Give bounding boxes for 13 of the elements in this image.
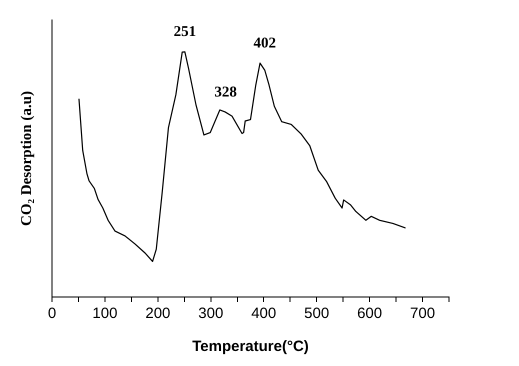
x-tick-label: 700 (410, 305, 436, 322)
x-axis-title: Temperature(°C) (192, 338, 309, 356)
x-tick-label: 400 (251, 305, 276, 322)
x-tick-label: 600 (357, 305, 382, 322)
annotation: 328 (214, 84, 237, 100)
x-tick-label: 0 (48, 305, 56, 322)
x-tick-label: 100 (92, 305, 118, 322)
annotation: 251 (174, 24, 196, 40)
x-tick-label: 500 (304, 305, 330, 322)
x-tick-label: 200 (145, 305, 170, 322)
annotation: 402 (254, 36, 276, 52)
y-axis-title: CO₂ Desorption (a.u) (18, 91, 35, 226)
x-tick-label: 300 (198, 305, 224, 322)
